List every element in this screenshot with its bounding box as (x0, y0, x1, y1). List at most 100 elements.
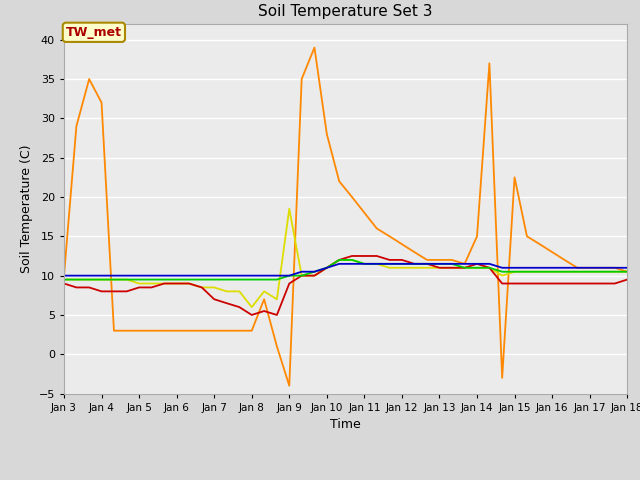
SoilT3_08 (611, 269, 619, 275)
SoilT3_32 (410, 261, 418, 267)
SoilT3_02 (198, 285, 205, 290)
SoilT3_16 (611, 269, 619, 275)
SoilT3_02 (373, 253, 381, 259)
SoilT3_32 (236, 273, 243, 278)
SoilT3_02 (348, 253, 356, 259)
SoilT3_02 (161, 281, 168, 287)
SoilT3_16 (323, 265, 331, 271)
Line: SoilT3_02: SoilT3_02 (64, 256, 627, 315)
SoilT3_02 (461, 265, 468, 271)
SoilT3_04 (511, 174, 518, 180)
Line: SoilT3_08: SoilT3_08 (64, 209, 627, 307)
SoilT3_02 (410, 261, 418, 267)
SoilT3_16 (348, 257, 356, 263)
SoilT3_02 (248, 312, 255, 318)
SoilT3_02 (85, 285, 93, 290)
SoilT3_02 (211, 296, 218, 302)
SoilT3_08 (360, 261, 368, 267)
SoilT3_02 (436, 265, 444, 271)
SoilT3_16 (473, 265, 481, 271)
SoilT3_02 (386, 257, 394, 263)
SoilT3_04 (536, 241, 543, 247)
SoilT3_02 (98, 288, 106, 294)
SoilT3_04 (436, 257, 444, 263)
SoilT3_02 (298, 273, 305, 278)
SoilT3_16 (548, 269, 556, 275)
SoilT3_08 (486, 265, 493, 271)
SoilT3_16 (298, 273, 305, 278)
SoilT3_08 (323, 265, 331, 271)
SoilT3_04 (310, 45, 318, 50)
SoilT3_16 (423, 261, 431, 267)
SoilT3_32 (323, 265, 331, 271)
SoilT3_16 (623, 269, 631, 275)
SoilT3_16 (236, 276, 243, 282)
SoilT3_16 (148, 276, 156, 282)
Text: TW_met: TW_met (66, 26, 122, 39)
SoilT3_32 (223, 273, 230, 278)
SoilT3_32 (360, 261, 368, 267)
SoilT3_32 (98, 273, 106, 278)
SoilT3_16 (561, 269, 568, 275)
SoilT3_04 (223, 328, 230, 334)
SoilT3_16 (410, 261, 418, 267)
SoilT3_02 (323, 265, 331, 271)
SoilT3_08 (123, 276, 131, 282)
SoilT3_02 (148, 285, 156, 290)
SoilT3_32 (398, 261, 406, 267)
SoilT3_08 (173, 281, 180, 287)
SoilT3_04 (85, 76, 93, 82)
SoilT3_16 (285, 273, 293, 278)
SoilT3_04 (135, 328, 143, 334)
SoilT3_04 (586, 265, 593, 271)
SoilT3_32 (598, 265, 606, 271)
SoilT3_04 (486, 60, 493, 66)
SoilT3_32 (536, 265, 543, 271)
SoilT3_16 (398, 261, 406, 267)
SoilT3_08 (335, 257, 343, 263)
SoilT3_02 (611, 281, 619, 287)
SoilT3_08 (110, 276, 118, 282)
SoilT3_16 (486, 265, 493, 271)
SoilT3_08 (60, 276, 68, 282)
SoilT3_02 (511, 281, 518, 287)
SoilT3_04 (573, 265, 581, 271)
SoilT3_02 (185, 281, 193, 287)
SoilT3_04 (148, 328, 156, 334)
SoilT3_08 (561, 269, 568, 275)
SoilT3_04 (335, 179, 343, 184)
SoilT3_08 (135, 281, 143, 287)
SoilT3_32 (72, 273, 80, 278)
SoilT3_04 (423, 257, 431, 263)
SoilT3_08 (598, 269, 606, 275)
SoilT3_08 (536, 269, 543, 275)
SoilT3_04 (173, 328, 180, 334)
SoilT3_16 (448, 261, 456, 267)
SoilT3_02 (285, 281, 293, 287)
SoilT3_16 (310, 269, 318, 275)
SoilT3_04 (473, 233, 481, 239)
SoilT3_32 (85, 273, 93, 278)
SoilT3_04 (161, 328, 168, 334)
SoilT3_08 (148, 281, 156, 287)
SoilT3_16 (373, 261, 381, 267)
SoilT3_08 (98, 276, 106, 282)
SoilT3_16 (273, 276, 281, 282)
Line: SoilT3_04: SoilT3_04 (64, 48, 627, 386)
SoilT3_32 (499, 265, 506, 271)
SoilT3_04 (410, 249, 418, 255)
SoilT3_04 (248, 328, 255, 334)
SoilT3_16 (536, 269, 543, 275)
SoilT3_16 (461, 265, 468, 271)
SoilT3_02 (60, 281, 68, 287)
SoilT3_32 (298, 269, 305, 275)
SoilT3_32 (486, 261, 493, 267)
SoilT3_04 (386, 233, 394, 239)
SoilT3_08 (461, 265, 468, 271)
SoilT3_16 (161, 276, 168, 282)
SoilT3_16 (223, 276, 230, 282)
SoilT3_02 (536, 281, 543, 287)
SoilT3_08 (499, 273, 506, 278)
SoilT3_04 (123, 328, 131, 334)
SoilT3_16 (110, 276, 118, 282)
